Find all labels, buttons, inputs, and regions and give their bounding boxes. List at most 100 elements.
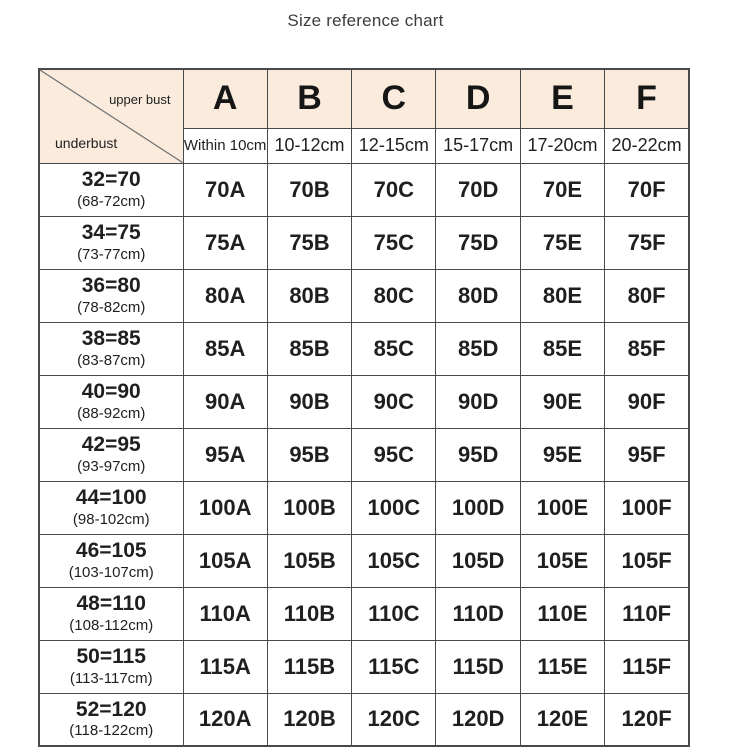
size-cell-120A: 120A [182,692,268,747]
size-cell-105B: 105B [266,533,353,588]
size-cell-80F: 80F [604,268,690,323]
underbust-size-label: 50=115 [76,645,146,669]
size-row-3: 38=85 (83-87cm) 85A 85B 85C 85D 85E 85F [38,321,690,376]
cup-range-E: 17-20cm [519,127,606,164]
underbust-size-label: 48=110 [76,592,146,616]
size-cell-105D: 105D [435,533,521,588]
size-table-body: 32=70 (68-72cm) 70A 70B 70C 70D 70E 70F 34=75 (73… [38,162,690,747]
underbust-cell-1: 34=75 (73-77cm) [38,215,184,270]
size-cell-90A: 90A [182,374,268,429]
size-cell-90C: 90C [351,374,437,429]
underbust-cell-2: 36=80 (78-82cm) [38,268,184,323]
size-cell-85E: 85E [519,321,606,376]
size-cell-80D: 80D [435,268,521,323]
size-cell-80B: 80B [266,268,353,323]
size-cell-110D: 110D [435,586,521,641]
size-cell-100D: 100D [435,480,521,535]
size-cell-110F: 110F [604,586,690,641]
underbust-cell-0: 32=70 (68-72cm) [38,162,184,217]
underbust-size-label: 46=105 [75,539,147,563]
underbust-cell-7: 46=105 (103-107cm) [38,533,184,588]
underbust-range-label: (93-97cm) [77,457,146,475]
underbust-size-label: 36=80 [81,274,141,298]
size-row-4: 40=90 (88-92cm) 90A 90B 90C 90D 90E 90F [38,374,690,429]
size-cell-105A: 105A [182,533,268,588]
size-cell-110E: 110E [519,586,606,641]
size-cell-115D: 115D [435,639,521,694]
size-cell-120D: 120D [435,692,521,747]
size-cell-85B: 85B [266,321,353,376]
size-cell-120B: 120B [266,692,353,747]
size-cell-80C: 80C [351,268,437,323]
size-cell-115F: 115F [604,639,690,694]
page-title: Size reference chart [287,11,444,30]
diagonal-divider-line [40,70,183,163]
size-row-10: 52=120 (118-122cm) 120A 120B 120C 120D 120E 120… [38,692,690,747]
size-cell-105C: 105C [351,533,437,588]
size-cell-75B: 75B [266,215,353,270]
underbust-range-label: (68-72cm) [77,192,146,210]
size-row-7: 46=105 (103-107cm) 105A 105B 105C 105D 105E 105… [38,533,690,588]
underbust-cell-10: 52=120 (118-122cm) [38,692,184,747]
size-cell-115B: 115B [266,639,353,694]
underbust-range-label: (118-122cm) [69,722,154,740]
underbust-range-label: (103-107cm) [68,563,154,581]
cup-header-F: F [604,68,690,129]
size-cell-95D: 95D [435,427,521,482]
size-cell-90D: 90D [435,374,521,429]
size-cell-120F: 120F [604,692,690,747]
size-cell-120E: 120E [519,692,606,747]
underbust-cell-9: 50=115 (113-117cm) [38,639,184,694]
cup-header-D: D [435,68,521,129]
size-cell-90B: 90B [266,374,353,429]
size-row-2: 36=80 (78-82cm) 80A 80B 80C 80D 80E 80F [38,268,690,323]
size-cell-115E: 115E [519,639,606,694]
size-cell-70F: 70F [604,162,690,217]
size-cell-85F: 85F [604,321,690,376]
size-cell-75F: 75F [604,215,690,270]
size-cell-95C: 95C [351,427,437,482]
size-cell-85A: 85A [182,321,268,376]
size-row-9: 50=115 (113-117cm) 115A 115B 115C 115D 115E 115… [38,639,690,694]
size-cell-110B: 110B [266,586,353,641]
underbust-size-label: 32=70 [81,168,141,192]
size-cell-100C: 100C [351,480,437,535]
underbust-range-label: (83-87cm) [77,351,146,369]
size-cell-70D: 70D [435,162,521,217]
size-cell-80A: 80A [182,268,268,323]
size-cell-100E: 100E [519,480,606,535]
size-cell-80E: 80E [519,268,606,323]
cup-range-A: Within 10cm [182,127,268,164]
upper-bust-label: upper bust [109,92,171,107]
size-cell-115C: 115C [351,639,437,694]
size-cell-85C: 85C [351,321,437,376]
cup-range-D: 15-17cm [435,127,521,164]
size-cell-85D: 85D [435,321,521,376]
size-cell-115A: 115A [182,639,268,694]
size-cell-75E: 75E [519,215,606,270]
size-row-8: 48=110 (108-112cm) 110A 110B 110C 110D 110E 110… [38,586,690,641]
corner-header-cell: upper bust underbust [38,68,184,164]
size-cell-70E: 70E [519,162,606,217]
cup-header-C: C [351,68,437,129]
size-row-0: 32=70 (68-72cm) 70A 70B 70C 70D 70E 70F [38,162,690,217]
cup-range-F: 20-22cm [604,127,690,164]
size-cell-75A: 75A [182,215,268,270]
underbust-label: underbust [55,134,118,151]
size-cell-95A: 95A [182,427,268,482]
size-cell-100B: 100B [266,480,353,535]
underbust-range-label: (73-77cm) [77,245,146,263]
size-row-5: 42=95 (93-97cm) 95A 95B 95C 95D 95E 95F [38,427,690,482]
size-cell-95E: 95E [519,427,606,482]
size-row-1: 34=75 (73-77cm) 75A 75B 75C 75D 75E 75F [38,215,690,270]
underbust-range-label: (88-92cm) [77,404,146,422]
cup-range-B: 10-12cm [266,127,353,164]
size-cell-75C: 75C [351,215,437,270]
size-cell-105F: 105F [604,533,690,588]
size-cell-100F: 100F [604,480,690,535]
underbust-size-label: 40=90 [81,380,141,404]
underbust-range-label: (108-112cm) [69,616,154,634]
